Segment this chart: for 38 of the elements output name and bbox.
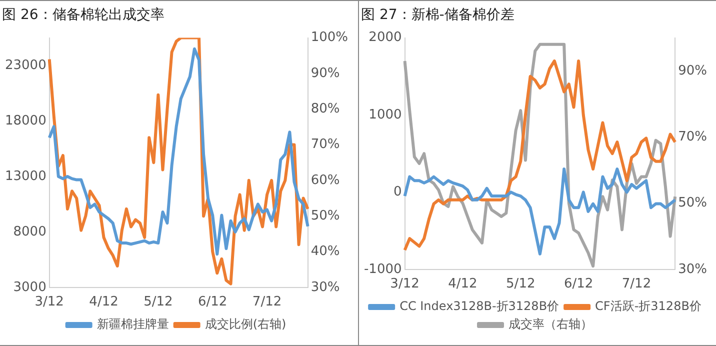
x-tick-label: 4/12	[89, 294, 118, 310]
x-tick-label: 3/12	[390, 276, 419, 292]
y-tick-label: 8000	[13, 224, 46, 240]
y-tick-label: 2000	[368, 30, 402, 46]
x-tick-label: 5/12	[144, 294, 173, 310]
legend-label: CF活跃-折3128B价	[594, 299, 701, 314]
y2-tick-label: 50%	[310, 208, 340, 224]
y2-tick-label: 90%	[310, 66, 340, 81]
legend-label: 成交比例(右轴)	[204, 317, 286, 332]
y2-tick-label: 30%	[678, 262, 707, 277]
y-tick-label: 1000	[368, 107, 402, 122]
x-tick-label: 7/12	[621, 276, 651, 292]
x-tick-label: 6/12	[198, 294, 228, 310]
y2-tick-label: 70%	[310, 137, 340, 152]
y-tick-label: -1000	[363, 262, 402, 277]
x-tick-label: 6/12	[563, 276, 593, 292]
y2-tick-label: 70%	[678, 129, 707, 144]
x-tick-label: 7/12	[252, 294, 282, 310]
y2-tick-label: 80%	[310, 101, 340, 116]
y2-tick-label: 60%	[310, 172, 340, 188]
y2-tick-label: 100%	[310, 30, 348, 46]
y-tick-label: 18000	[4, 113, 46, 128]
y2-tick-label: 30%	[310, 280, 340, 295]
chart-title: 图 27：新棉-储备棉价差	[360, 7, 514, 24]
x-tick-label: 5/12	[506, 276, 535, 292]
y-tick-label: 3000	[13, 280, 46, 295]
chart-title: 图 26：储备棉轮出成交率	[2, 7, 164, 24]
y-tick-label: 0	[392, 184, 402, 200]
x-tick-label: 3/12	[34, 294, 64, 310]
legend-label: 成交率（右轴）	[508, 317, 592, 332]
y2-tick-label: 40%	[310, 244, 340, 260]
legend-label: 新疆棉挂牌量	[96, 317, 169, 332]
y2-tick-label: 50%	[678, 196, 707, 211]
x-tick-label: 4/12	[448, 276, 477, 292]
y2-tick-label: 90%	[678, 63, 707, 78]
y-tick-label: 23000	[4, 58, 46, 73]
legend-label: CC Index3128B-折3128B价	[399, 299, 559, 314]
y-tick-label: 13000	[4, 168, 46, 184]
